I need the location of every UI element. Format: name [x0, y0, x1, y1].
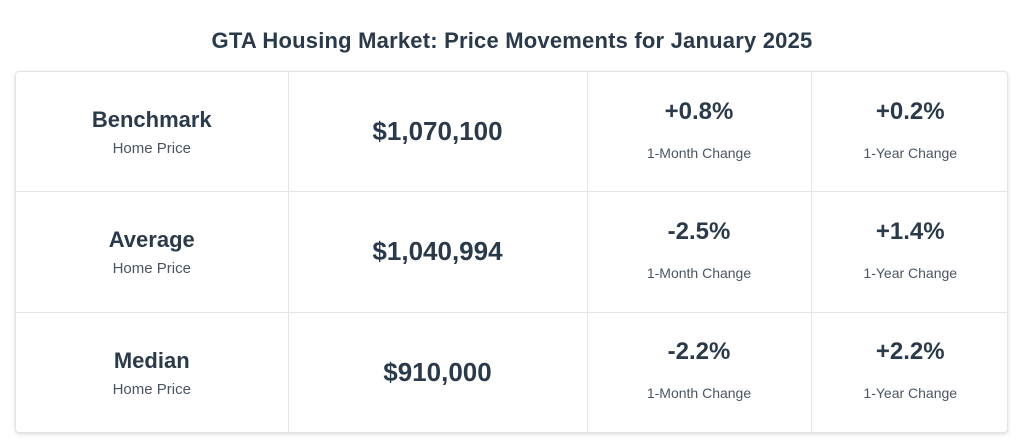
year-change-cell: +1.4% 1-Year Change — [810, 191, 1007, 313]
month-change-value: -2.5% — [667, 217, 731, 245]
metric-subtitle: Home Price — [112, 260, 191, 278]
table-row: Benchmark Home Price $1,070,100 +0.8% 1-… — [16, 72, 1007, 193]
metric-subtitle: Home Price — [112, 140, 191, 158]
year-change-cell: +0.2% 1-Year Change — [810, 72, 1007, 193]
year-change-cell: +2.2% 1-Year Change — [810, 311, 1007, 432]
year-change-value: +0.2% — [875, 97, 945, 125]
price-cell: $1,070,100 — [287, 72, 588, 193]
table-row: Median Home Price $910,000 -2.2% 1-Month… — [16, 311, 1007, 432]
month-change-value: -2.2% — [667, 338, 731, 366]
metric-cell: Average Home Price — [16, 191, 289, 313]
year-change-value: +1.4% — [875, 217, 945, 245]
price-table: Benchmark Home Price $1,070,100 +0.8% 1-… — [16, 72, 1007, 432]
price-cell: $910,000 — [287, 311, 588, 432]
price-value: $1,070,100 — [372, 116, 503, 147]
month-change-label: 1-Month Change — [646, 264, 752, 281]
metric-subtitle: Home Price — [112, 380, 191, 398]
month-change-cell: -2.5% 1-Month Change — [586, 191, 812, 313]
metric-name: Median — [113, 347, 190, 373]
month-change-label: 1-Month Change — [646, 144, 752, 161]
metric-cell: Benchmark Home Price — [16, 72, 289, 193]
month-change-cell: +0.8% 1-Month Change — [586, 72, 812, 193]
metric-cell: Median Home Price — [16, 311, 289, 432]
month-change-cell: -2.2% 1-Month Change — [586, 311, 812, 432]
year-change-label: 1-Year Change — [863, 385, 958, 402]
price-cell: $1,040,994 — [287, 191, 588, 313]
year-change-value: +2.2% — [875, 338, 945, 366]
price-value: $1,040,994 — [372, 236, 503, 267]
month-change-value: +0.8% — [664, 97, 734, 125]
page-title: GTA Housing Market: Price Movements for … — [211, 28, 813, 53]
month-change-label: 1-Month Change — [646, 385, 752, 402]
table-row: Average Home Price $1,040,994 -2.5% 1-Mo… — [16, 191, 1007, 313]
metric-name: Benchmark — [91, 107, 212, 133]
price-value: $910,000 — [383, 356, 492, 387]
year-change-label: 1-Year Change — [863, 144, 958, 161]
price-table-card: Benchmark Home Price $1,070,100 +0.8% 1-… — [15, 71, 1008, 433]
metric-name: Average — [108, 227, 195, 253]
year-change-label: 1-Year Change — [863, 264, 958, 281]
